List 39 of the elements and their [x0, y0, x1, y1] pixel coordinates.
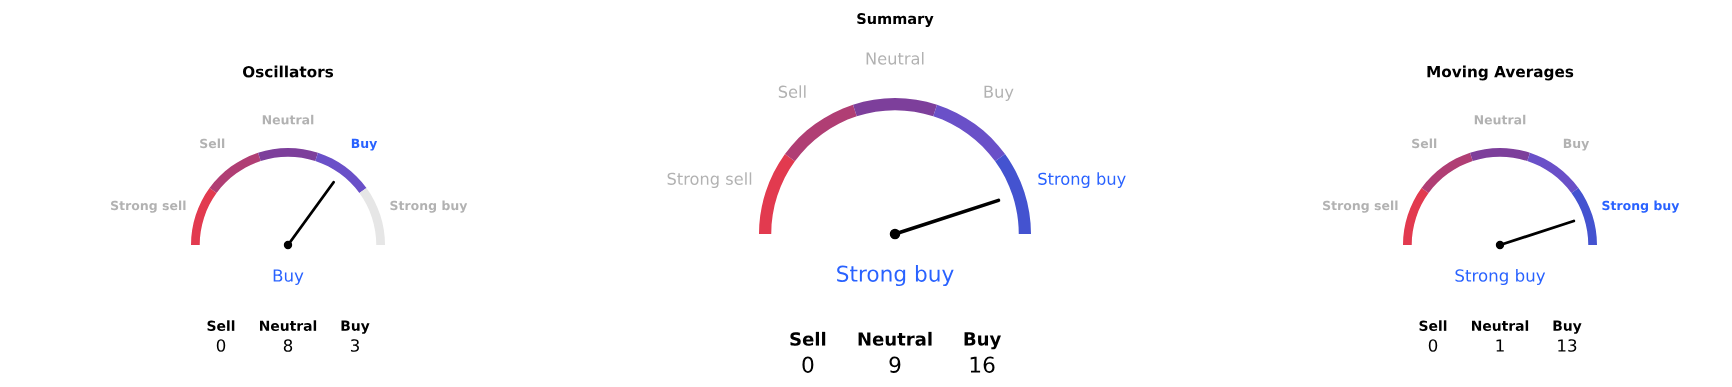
slice-label: Sell — [778, 85, 806, 98]
chart-title: Oscillators — [242, 65, 334, 78]
slice-label: Sell — [200, 138, 225, 149]
text: 16 — [970, 356, 995, 373]
text: 13 — [1558, 339, 1577, 352]
text: Buy — [341, 320, 370, 334]
text: 8 — [283, 339, 293, 352]
slice-label: Sell — [1412, 138, 1437, 149]
slice-label: Buy — [984, 85, 1014, 102]
text: 1 — [1496, 339, 1504, 352]
text: 0 — [802, 356, 814, 373]
slice-label: Strong buy — [1602, 200, 1680, 213]
chart-title: Summary — [857, 13, 934, 28]
text: 0 — [1428, 339, 1438, 352]
text: 3 — [350, 339, 359, 352]
text: Buy — [964, 332, 1001, 350]
slice-label: Strong sell — [667, 172, 752, 189]
slice-label: Neutral — [1474, 114, 1526, 125]
text: 9 — [889, 356, 901, 373]
chart-title: Moving Averages — [1427, 65, 1574, 81]
slice-label: Strong sell — [111, 200, 186, 213]
slice-label: Neutral — [866, 52, 924, 65]
slice-label: Neutral — [262, 114, 314, 125]
slice-label: Strong buy — [390, 200, 468, 213]
text: Sell — [207, 320, 235, 332]
text: Sell — [1419, 320, 1447, 332]
text: Strong buy — [837, 265, 954, 287]
text: Neutral — [858, 331, 932, 346]
text: Buy — [1553, 320, 1582, 334]
text: Buy — [273, 269, 304, 286]
text: Strong buy — [1455, 268, 1546, 286]
text: Neutral — [260, 320, 317, 332]
text: Neutral — [1472, 320, 1529, 332]
slice-label: Strong sell — [1323, 200, 1398, 213]
slice-label: Strong buy — [1038, 172, 1126, 189]
slice-label: Buy — [1563, 138, 1590, 151]
text: Sell — [790, 331, 826, 346]
slice-label: Buy — [351, 138, 378, 151]
text: 0 — [216, 339, 226, 352]
